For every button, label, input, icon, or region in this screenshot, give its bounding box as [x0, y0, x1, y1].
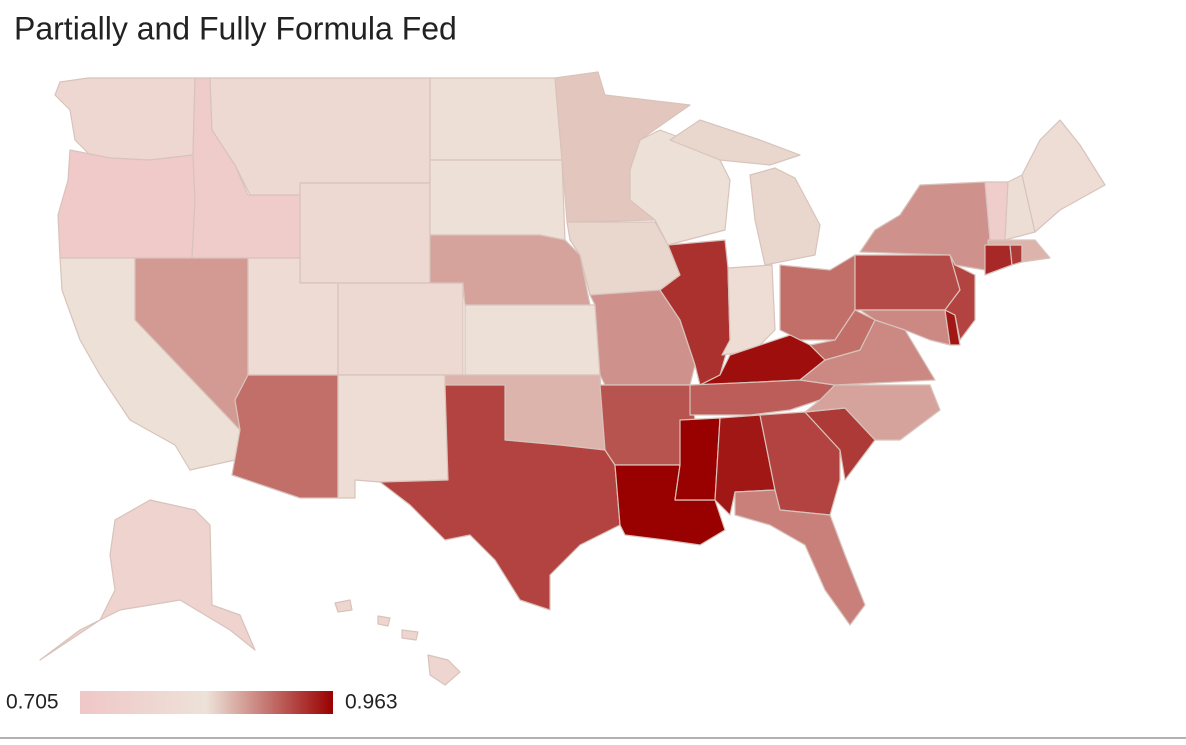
state-region[interactable]: [337, 282, 464, 376]
state-region[interactable]: [464, 304, 601, 376]
state-region[interactable]: [39, 499, 256, 661]
state-region[interactable]: [57, 149, 196, 259]
legend-min-label: 0.705: [6, 691, 59, 714]
chart-title: Partially and Fully Formula Fed: [14, 10, 457, 46]
state-region[interactable]: [429, 77, 563, 161]
states: [39, 71, 1106, 686]
state-region[interactable]: [337, 374, 449, 499]
state-region[interactable]: [209, 77, 431, 196]
state-region[interactable]: [1021, 119, 1106, 233]
legend-gradient: [80, 691, 333, 714]
state-region[interactable]: [299, 182, 431, 284]
state-region[interactable]: [734, 489, 866, 626]
state-region[interactable]: [721, 264, 776, 356]
state-region[interactable]: [54, 77, 196, 161]
state-region[interactable]: [804, 384, 941, 441]
legend-max-label: 0.963: [345, 691, 398, 714]
state-region[interactable]: [987, 239, 1051, 263]
state-region[interactable]: [379, 384, 621, 611]
state-region[interactable]: [984, 244, 1013, 276]
state-region[interactable]: [854, 254, 961, 311]
state-region[interactable]: [674, 417, 721, 501]
state-region[interactable]: [944, 254, 976, 341]
state-region[interactable]: [1009, 244, 1023, 266]
state-region[interactable]: [669, 119, 821, 266]
state-region[interactable]: [231, 374, 339, 499]
state-region[interactable]: [429, 159, 566, 241]
state-region[interactable]: [334, 599, 461, 686]
